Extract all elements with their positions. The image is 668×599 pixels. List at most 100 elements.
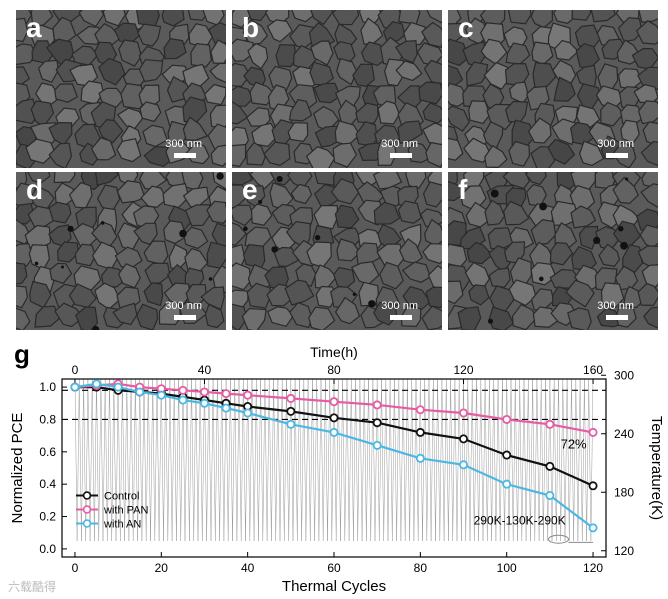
data-point	[545, 491, 555, 501]
scale-bar	[174, 315, 196, 320]
legend-marker	[82, 519, 92, 528]
scale-bar	[174, 153, 196, 158]
data-point	[588, 523, 598, 533]
grain-texture	[448, 172, 658, 330]
x-tick-label: 100	[497, 561, 517, 575]
data-point	[372, 418, 382, 428]
data-point	[502, 479, 512, 489]
data-point	[286, 419, 296, 429]
panel-letter-g: g	[14, 339, 30, 369]
panel-letter: c	[458, 12, 474, 43]
data-point	[156, 390, 166, 400]
data-point	[92, 379, 102, 389]
data-point	[178, 385, 188, 395]
scale-bar-label: 300 nm	[165, 138, 202, 150]
sem-panel-f: f 300 nm	[448, 172, 658, 330]
grain-texture	[232, 10, 442, 168]
right-axis-title: Temperature(K)	[648, 416, 665, 520]
right-tick-label: 180	[614, 485, 634, 499]
annotation-temperature-range: 290K-130K-290K	[474, 514, 566, 528]
data-point	[286, 393, 296, 403]
top-axis-title: Time(h)	[310, 344, 358, 360]
scale-bar-label: 300 nm	[381, 138, 418, 150]
x-tick-label: 80	[414, 561, 428, 575]
grain-texture	[448, 10, 658, 168]
data-point	[221, 403, 231, 413]
sem-panel-d: d 300 nm	[16, 172, 226, 330]
grain-texture	[16, 172, 226, 330]
right-tick-label: 240	[614, 427, 634, 441]
x-axis-title: Thermal Cycles	[282, 578, 386, 595]
top-tick-label: 0	[72, 363, 79, 377]
grain-texture	[16, 10, 226, 168]
annotation-ellipse	[548, 534, 570, 544]
legend-label: with PAN	[103, 505, 148, 517]
sem-panel-b: b 300 nm	[232, 10, 442, 168]
scale-bar	[606, 153, 628, 158]
data-point	[588, 481, 598, 491]
data-point	[415, 405, 425, 415]
y-tick-label: 1.0	[39, 380, 56, 394]
data-point	[502, 414, 512, 424]
x-tick-label: 0	[72, 561, 79, 575]
scale-bar	[390, 153, 412, 158]
legend-marker	[82, 491, 92, 500]
scale-bar	[606, 315, 628, 320]
data-point	[588, 427, 598, 437]
y-tick-label: 0.4	[39, 477, 56, 491]
top-tick-label: 120	[454, 363, 474, 377]
y-tick-label: 0.0	[39, 542, 56, 556]
y-axis-title: Normalized PCE	[9, 413, 26, 524]
y-tick-label: 0.2	[39, 510, 56, 524]
watermark: 六载酷得	[8, 580, 57, 594]
data-point	[243, 408, 253, 418]
panel-letter: d	[26, 174, 44, 205]
data-point	[459, 434, 469, 444]
scale-bar-label: 300 nm	[597, 300, 634, 312]
top-tick-label: 160	[583, 363, 603, 377]
data-point	[221, 389, 231, 399]
data-point	[459, 460, 469, 470]
y-tick-label: 0.6	[39, 445, 56, 459]
x-tick-label: 20	[155, 561, 169, 575]
panel-letter: e	[242, 174, 258, 205]
x-tick-label: 40	[241, 561, 255, 575]
panel-letter: b	[242, 12, 260, 43]
data-point	[329, 427, 339, 437]
data-point	[286, 406, 296, 416]
right-tick-label: 120	[614, 544, 634, 558]
scale-bar-label: 300 nm	[165, 300, 202, 312]
legend-marker	[82, 505, 92, 514]
scale-bar-label: 300 nm	[597, 138, 634, 150]
sem-panel-c: c 300 nm	[448, 10, 658, 168]
data-point	[502, 450, 512, 460]
data-point	[329, 413, 339, 423]
legend-label: with AN	[103, 519, 141, 531]
data-point	[372, 440, 382, 450]
data-point	[135, 387, 145, 397]
annotation-retention: 72%	[561, 437, 587, 452]
data-point	[545, 419, 555, 429]
data-point	[415, 427, 425, 437]
data-point	[199, 398, 209, 408]
data-point	[70, 382, 80, 392]
grain-texture	[232, 172, 442, 330]
y-tick-label: 0.8	[39, 412, 56, 426]
scale-bar-label: 300 nm	[381, 300, 418, 312]
data-point	[243, 390, 253, 400]
sem-panel-e: e 300 nm	[232, 172, 442, 330]
data-point	[415, 453, 425, 463]
legend-label: Control	[104, 491, 139, 503]
data-point	[329, 397, 339, 407]
panel-letter: f	[458, 174, 468, 205]
data-point	[178, 395, 188, 405]
x-tick-label: 60	[327, 561, 341, 575]
data-point	[199, 387, 209, 397]
x-tick-label: 120	[583, 561, 603, 575]
panel-letter: a	[26, 12, 42, 43]
data-point	[545, 461, 555, 471]
scale-bar	[390, 315, 412, 320]
data-point	[372, 400, 382, 410]
right-tick-label: 300	[614, 368, 634, 382]
data-point	[113, 382, 123, 392]
